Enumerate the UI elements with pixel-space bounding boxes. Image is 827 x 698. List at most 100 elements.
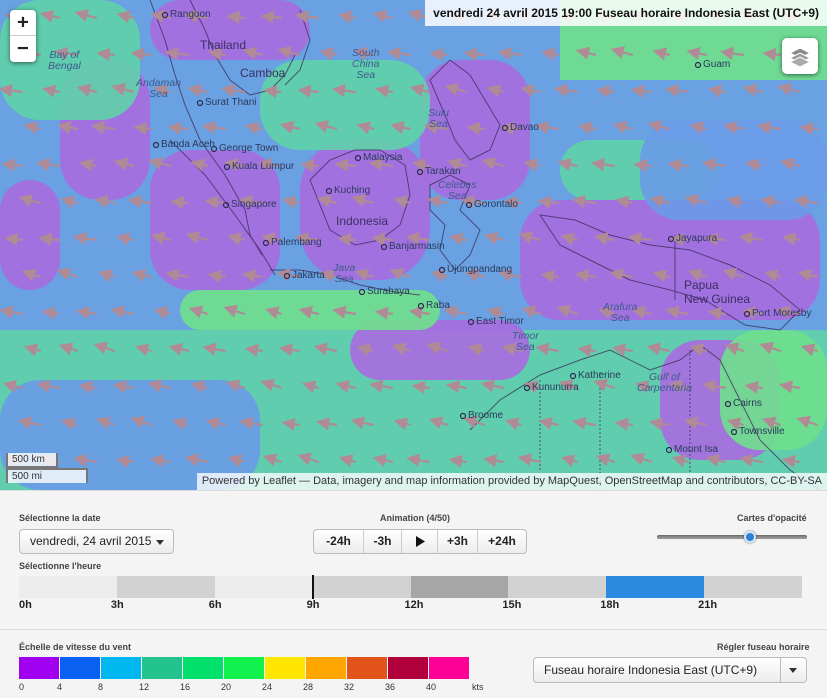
- hour-segment[interactable]: [312, 576, 411, 598]
- city-marker: [459, 412, 467, 420]
- wind-color-swatch: [19, 657, 59, 679]
- wind-arrow: [463, 47, 485, 61]
- wind-arrow: [131, 268, 153, 282]
- wind-arrow: [338, 454, 357, 468]
- wind-arrow: [130, 47, 152, 61]
- opacity-slider-handle[interactable]: [744, 531, 756, 543]
- wind-arrow: [428, 416, 449, 430]
- wind-arrow: [560, 232, 579, 246]
- wind-arrow: [386, 46, 411, 60]
- city-marker: [501, 124, 509, 132]
- wind-arrow: [426, 341, 449, 355]
- wind-arrow: [664, 83, 689, 98]
- plus-3h-button[interactable]: +3h: [438, 530, 478, 553]
- scale-km: 500 km: [6, 453, 58, 468]
- plus-24h-button[interactable]: +24h: [488, 534, 516, 548]
- wind-arrow: [185, 231, 209, 244]
- wind-arrow: [444, 83, 468, 96]
- wind-arrow: [332, 305, 356, 319]
- opacity-slider[interactable]: [657, 531, 807, 543]
- wind-arrow: [553, 83, 578, 97]
- wind-arrow: [369, 379, 393, 393]
- play-button[interactable]: [402, 530, 438, 553]
- label-bay-of-bengal: Bay of Bengal: [48, 49, 81, 72]
- wind-arrow: [110, 305, 134, 319]
- wind-arrow: [759, 341, 782, 355]
- hour-segment[interactable]: [704, 576, 802, 598]
- hour-cursor[interactable]: [311, 575, 314, 599]
- wind-arrow: [687, 268, 708, 282]
- wind-arrow: [405, 231, 430, 245]
- wind-arrow: [520, 84, 541, 97]
- timezone-dropdown-button[interactable]: [780, 658, 806, 682]
- hour-segment[interactable]: [214, 576, 313, 598]
- wind-arrow: [36, 379, 60, 393]
- wind-arrow: [486, 84, 505, 98]
- wind-arrow: [96, 47, 115, 61]
- hour-segment[interactable]: [606, 576, 705, 598]
- wind-arrow: [778, 380, 800, 394]
- hour-timeline[interactable]: [19, 576, 802, 598]
- label-sulu-sea: Sulu Sea: [428, 107, 450, 130]
- wind-arrow: [316, 194, 338, 208]
- wind-arrow: [501, 342, 523, 356]
- wind-arrow: [799, 121, 818, 136]
- city-marker: [667, 235, 675, 243]
- minus-24h-button[interactable]: -24h: [314, 530, 364, 553]
- wind-arrow: [671, 454, 690, 468]
- city-marker: [152, 141, 160, 149]
- wind-arrow: [466, 121, 485, 136]
- wind-arrow: [76, 83, 98, 97]
- wind-arrow: [756, 120, 781, 135]
- wind-arrow: [702, 379, 726, 393]
- wind-arrow: [79, 158, 97, 172]
- wind-arrow: [535, 342, 559, 356]
- wind-color-swatch: [60, 657, 100, 679]
- hour-segment[interactable]: [19, 576, 117, 598]
- minus-3h-button[interactable]: -3h: [364, 530, 402, 553]
- wind-arrow: [374, 306, 393, 320]
- wind-arrow: [153, 306, 172, 320]
- wind-arrow: [518, 231, 542, 244]
- wind-arrow: [150, 9, 171, 23]
- zoom-control: + −: [10, 10, 36, 62]
- hour-tick-label: 15h: [502, 599, 522, 611]
- wind-arrow: [202, 342, 226, 356]
- layers-button[interactable]: [782, 38, 818, 74]
- wind-arrow: [572, 416, 596, 430]
- wind-arrow: [723, 121, 744, 134]
- wind-arrow: [612, 120, 634, 134]
- wind-unit: kts: [472, 682, 484, 692]
- zoom-in-button[interactable]: +: [10, 10, 36, 36]
- play-icon: [415, 536, 425, 547]
- wind-arrow: [483, 454, 504, 468]
- wind-color-swatch: [101, 657, 141, 679]
- wind-arrow: [354, 268, 375, 282]
- hour-tick-label: 18h: [600, 599, 620, 611]
- zoom-out-button[interactable]: −: [17, 37, 29, 59]
- hour-segment[interactable]: [410, 576, 509, 598]
- wind-arrow: [463, 415, 486, 429]
- city-marker: [467, 318, 475, 326]
- wind-arrow: [356, 121, 375, 135]
- scale-bar: 500 km 500 mi: [6, 453, 88, 483]
- wind-arrow: [443, 305, 467, 319]
- wind-arrow: [534, 120, 559, 135]
- timezone-select[interactable]: Fuseau horaire Indonesia East (UTC+9): [533, 657, 807, 683]
- wind-arrow: [164, 47, 189, 61]
- wind-arrow: [797, 268, 819, 282]
- label-celebes-sea: Celebes Sea: [438, 179, 477, 202]
- map-view[interactable]: Bay of Bengal Andaman Sea South China Sea S…: [0, 0, 827, 490]
- label-thailand: Thailand: [200, 38, 247, 52]
- wind-arrow: [313, 342, 337, 356]
- wind-arrow: [372, 453, 393, 467]
- label-ujungpandang: Ujungpandang: [447, 264, 513, 275]
- hour-segment[interactable]: [116, 576, 215, 598]
- opacity-label: Cartes d'opacité: [737, 513, 807, 523]
- label-arafura-sea: Arafura Sea: [603, 301, 638, 324]
- date-select[interactable]: vendredi, 24 avril 2015: [19, 529, 174, 554]
- wind-arrow: [649, 194, 671, 208]
- wind-arrow: [704, 232, 726, 246]
- hour-segment[interactable]: [508, 576, 607, 598]
- wind-arrow: [244, 343, 263, 357]
